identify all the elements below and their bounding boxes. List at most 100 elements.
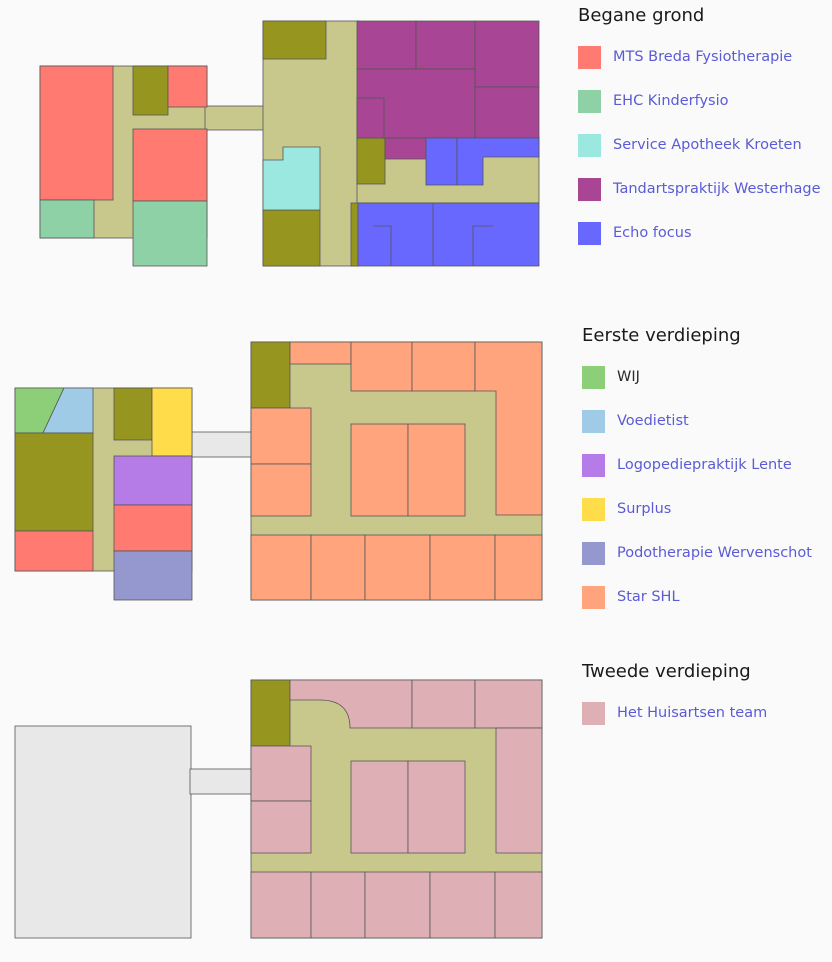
room-podotherapie-wervenschot[interactable] [113,550,193,601]
legend-link-het-huisartsen-team[interactable]: Het Huisartsen team [617,705,768,721]
room-het-huisartsen-team[interactable] [289,679,413,729]
room-star-shl[interactable] [364,534,431,601]
room-surplus[interactable] [151,387,193,457]
legend-item[interactable]: Surplus [582,487,812,531]
room-service-apotheek-kroeten[interactable] [262,146,321,211]
room-star-shl[interactable] [407,423,466,517]
floor-title-tweede-verdieping: Tweede verdieping [582,661,751,682]
legend-item: WIJ [582,355,812,399]
room-logopediepraktijk-lente[interactable] [113,455,193,506]
room-star-shl[interactable] [474,341,543,516]
legend-swatch [582,453,605,477]
legend-link-tandartspraktijk-westerhage[interactable]: Tandartspraktijk Westerhage [613,181,821,197]
utility-room [356,137,386,185]
legend-item[interactable]: Het Huisartsen team [582,691,767,735]
room-star-shl[interactable] [250,534,312,601]
legend-label-wij: WIJ [617,369,640,385]
floor-plan-begane-grond [39,20,540,267]
room-star-shl[interactable] [310,534,366,601]
utility-room [262,20,327,60]
legend-item[interactable]: Voedietist [582,399,812,443]
utility-room [14,432,94,532]
floor-title-begane-grond: Begane grond [578,5,705,26]
room-tandartspraktijk-westerhage[interactable] [384,137,428,160]
legend-item[interactable]: Podotherapie Wervenschot [582,531,812,575]
room-mts-breda-fysiotherapie[interactable] [167,65,208,108]
room-ehc-kinderfysio[interactable] [132,200,208,267]
utility-room [350,202,359,267]
utility-room [262,209,321,267]
room-mts-breda-fysiotherapie[interactable] [14,530,94,572]
room-tandartspraktijk-westerhage[interactable] [356,97,385,139]
legend-tweede-verdieping: Het Huisartsen team [582,691,767,735]
legend-link-surplus[interactable]: Surplus [617,501,672,517]
corridor [204,105,266,131]
room-het-huisartsen-team[interactable] [250,800,312,854]
legend-link-voedietist[interactable]: Voedietist [617,413,689,429]
room-star-shl[interactable] [250,463,312,517]
legend-swatch [582,585,605,609]
legend-item[interactable]: MTS Breda Fysiotherapie [578,35,821,79]
room-het-huisartsen-team[interactable] [429,871,496,939]
room-het-huisartsen-team[interactable] [494,871,543,939]
room-mts-breda-fysiotherapie[interactable] [132,128,208,202]
room-star-shl[interactable] [494,534,543,601]
legend-link-mts-breda-fysiotherapie[interactable]: MTS Breda Fysiotherapie [613,49,793,65]
room-het-huisartsen-team[interactable] [474,679,543,729]
room-het-huisartsen-team[interactable] [250,745,312,802]
utility-room [132,65,169,116]
legend-link-echo-focus[interactable]: Echo focus [613,225,692,241]
room-tandartspraktijk-westerhage[interactable] [474,20,540,88]
bridge [190,431,253,458]
legend-swatch [578,221,601,245]
legend-item[interactable]: Tandartspraktijk Westerhage [578,167,821,211]
legend-begane-grond: MTS Breda Fysiotherapie EHC Kinderfysio … [578,35,821,255]
legend-eerste-verdieping: WIJ Voedietist Logopediepraktijk Lente S… [582,355,812,619]
legend-link-logopediepraktijk-lente[interactable]: Logopediepraktijk Lente [617,457,792,473]
legend-item[interactable]: Echo focus [578,211,821,255]
room-echo-focus[interactable] [456,137,540,186]
legend-swatch [582,541,605,565]
legend-swatch [578,133,601,157]
room-tandartspraktijk-westerhage[interactable] [415,20,476,70]
room-het-huisartsen-team[interactable] [350,760,409,854]
room-het-huisartsen-team[interactable] [407,760,466,854]
legend-swatch [582,365,605,389]
legend-link-podotherapie-wervenschot[interactable]: Podotherapie Wervenschot [617,545,812,561]
legend-item[interactable]: Logopediepraktijk Lente [582,443,812,487]
utility-room [250,679,291,747]
room-het-huisartsen-team[interactable] [364,871,431,939]
legend-link-star-shl[interactable]: Star SHL [617,589,680,605]
room-echo-focus[interactable] [357,202,540,267]
legend-item[interactable]: Star SHL [582,575,812,619]
legend-swatch [582,409,605,433]
room-star-shl[interactable] [429,534,496,601]
utility-room [250,341,291,409]
legend-item[interactable]: Service Apotheek Kroeten [578,123,821,167]
room-het-huisartsen-team[interactable] [310,871,366,939]
room-star-shl[interactable] [250,407,312,465]
room-tandartspraktijk-westerhage[interactable] [356,20,417,70]
room-ehc-kinderfysio[interactable] [39,199,95,239]
room-mts-breda-fysiotherapie[interactable] [39,65,114,201]
legend-swatch [582,497,605,521]
room-het-huisartsen-team[interactable] [250,871,312,939]
floor-title-eerste-verdieping: Eerste verdieping [582,325,741,346]
room-echo-focus[interactable] [425,137,458,186]
bridge [189,768,253,795]
legend-swatch [578,45,601,69]
legend-link-service-apotheek-kroeten[interactable]: Service Apotheek Kroeten [613,137,802,153]
room-star-shl[interactable] [350,341,413,392]
room-tandartspraktijk-westerhage[interactable] [474,86,540,139]
room-mts-breda-fysiotherapie[interactable] [113,504,193,552]
legend-item[interactable]: EHC Kinderfysio [578,79,821,123]
room-star-shl[interactable] [350,423,409,517]
room-het-huisartsen-team[interactable] [495,727,543,854]
legend-swatch [582,701,605,725]
floor-plan-tweede-verdieping [14,679,543,939]
room-star-shl[interactable] [411,341,476,392]
room-het-huisartsen-team[interactable] [411,679,476,729]
legend-link-ehc-kinderfysio[interactable]: EHC Kinderfysio [613,93,729,109]
room-star-shl[interactable] [289,341,352,365]
